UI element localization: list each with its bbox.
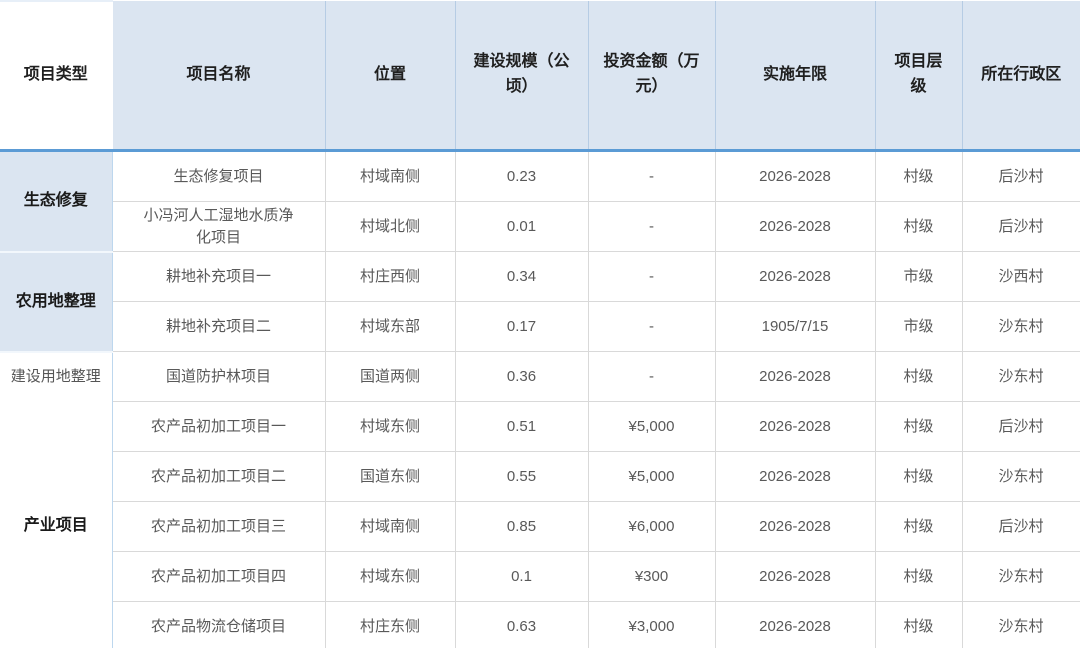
cell-project-name: 小冯河人工湿地水质净化项目 [111,201,326,252]
cell-district: 沙西村 [961,251,1080,302]
cell-project-name: 农产品物流仓储项目 [111,601,326,648]
cell-level: 村级 [874,351,963,402]
table-row: 农产品初加工项目二 国道东侧 0.55 ¥5,000 2026-2028 村级 … [0,451,1080,502]
cell-years: 2026-2028 [714,150,876,202]
cell-scale: 0.1 [454,551,589,602]
cell-level: 村级 [874,150,963,202]
header-cell-investment: 投资金额（万元） [588,1,716,152]
table-row: 农产品物流仓储项目 村庄东侧 0.63 ¥3,000 2026-2028 村级 … [0,601,1080,648]
header-cell-project-type: 项目类型 [0,0,113,152]
cell-location: 村域东侧 [324,401,456,452]
cell-level: 村级 [874,201,963,252]
header-cell-level: 项目层级 [875,1,963,152]
cell-level: 村级 [874,601,963,648]
table-row: 产业项目 农产品初加工项目一 村域东侧 0.51 ¥5,000 2026-202… [0,401,1080,648]
cell-scale: 0.51 [454,401,589,452]
cell-level: 村级 [874,501,963,552]
cell-location: 村域北侧 [324,201,456,252]
cell-investment: - [587,351,716,402]
table-row: 农产品初加工项目四 村域东侧 0.1 ¥300 2026-2028 村级 沙东村 [0,551,1080,602]
cell-investment: ¥300 [587,551,716,602]
cell-project-name: 农产品初加工项目一 [111,401,326,452]
cell-district: 后沙村 [961,501,1080,552]
cell-scale: 0.55 [454,451,589,502]
cell-years: 2026-2028 [714,201,876,252]
cell-level: 村级 [874,551,963,602]
cell-scale: 0.36 [454,351,589,402]
cell-project-name: 农产品初加工项目四 [111,551,326,602]
table-row: 建设用地整理 国道防护林项目 国道两侧 0.36 - 2026-2028 村级 … [0,351,1080,402]
cell-scale: 0.23 [454,150,589,202]
cell-location: 村域南侧 [324,501,456,552]
table-body: 生态修复 生态修复项目 村域南侧 0.23 - 2026-2028 村级 后沙村… [0,150,1080,648]
cell-location: 村域东侧 [324,551,456,602]
cell-years: 2026-2028 [714,351,876,402]
cell-district: 沙东村 [961,551,1080,602]
header-cell-project-name: 项目名称 [112,1,326,152]
header-cell-location: 位置 [325,1,456,152]
cell-project-name: 耕地补充项目二 [111,301,326,352]
cell-investment: - [587,251,716,302]
table-row: 农用地整理 耕地补充项目一 村庄西侧 0.34 - 2026-2028 市级 沙… [0,251,1080,353]
table-row: 农产品初加工项目三 村域南侧 0.85 ¥6,000 2026-2028 村级 … [0,501,1080,552]
cell-location: 国道东侧 [324,451,456,502]
cell-investment: - [587,201,716,252]
cell-level: 村级 [874,451,963,502]
cell-location: 村域南侧 [324,150,456,202]
cell-project-name: 农产品初加工项目三 [111,501,326,552]
cell-investment: - [587,301,716,352]
cell-location: 国道两侧 [324,351,456,402]
cell-district: 沙东村 [961,351,1080,402]
cell-investment: - [587,150,716,202]
cell-location: 村庄西侧 [324,251,456,302]
cell-level: 市级 [874,251,963,302]
cell-district: 沙东村 [961,451,1080,502]
group-cell-farmland-consolidation: 农用地整理 [0,251,113,353]
header-cell-scale: 建设规模（公顷） [455,1,589,152]
cell-years: 2026-2028 [714,251,876,302]
cell-project-name: 国道防护林项目 [111,351,326,402]
cell-scale: 0.01 [454,201,589,252]
cell-level: 市级 [874,301,963,352]
cell-district: 沙东村 [961,301,1080,352]
cell-project-name: 耕地补充项目一 [111,251,326,302]
header-cell-years: 实施年限 [715,1,876,152]
header-row: 项目类型 项目名称 位置 建设规模（公顷） 投资金额（万元） 实施年限 项目层级… [0,0,1080,152]
cell-years: 2026-2028 [714,551,876,602]
group-cell-construction-land-consolidation: 建设用地整理 [0,351,113,402]
cell-years: 2026-2028 [714,601,876,648]
cell-district: 后沙村 [961,201,1080,252]
cell-location: 村域东部 [324,301,456,352]
cell-level: 村级 [874,401,963,452]
cell-district: 沙东村 [961,601,1080,648]
table-row: 生态修复 生态修复项目 村域南侧 0.23 - 2026-2028 村级 后沙村 [0,150,1080,253]
header-cell-district: 所在行政区 [962,1,1080,152]
group-cell-ecological-restoration: 生态修复 [0,150,113,253]
cell-scale: 0.85 [454,501,589,552]
cell-scale: 0.34 [454,251,589,302]
cell-district: 后沙村 [961,401,1080,452]
cell-investment: ¥6,000 [587,501,716,552]
table-row: 耕地补充项目二 村域东部 0.17 - 1905/7/15 市级 沙东村 [0,301,1080,352]
cell-scale: 0.17 [454,301,589,352]
table-row: 小冯河人工湿地水质净化项目 村域北侧 0.01 - 2026-2028 村级 后… [0,201,1080,252]
group-cell-industry-projects: 产业项目 [0,401,113,648]
cell-district: 后沙村 [961,150,1080,202]
table-header: 项目类型 项目名称 位置 建设规模（公顷） 投资金额（万元） 实施年限 项目层级… [0,0,1080,152]
cell-years: 2026-2028 [714,451,876,502]
cell-investment: ¥5,000 [587,401,716,452]
cell-investment: ¥5,000 [587,451,716,502]
cell-years: 2026-2028 [714,501,876,552]
cell-scale: 0.63 [454,601,589,648]
cell-location: 村庄东侧 [324,601,456,648]
cell-years: 2026-2028 [714,401,876,452]
cell-project-name: 农产品初加工项目二 [111,451,326,502]
cell-project-name: 生态修复项目 [111,150,326,202]
cell-years: 1905/7/15 [714,301,876,352]
cell-investment: ¥3,000 [587,601,716,648]
